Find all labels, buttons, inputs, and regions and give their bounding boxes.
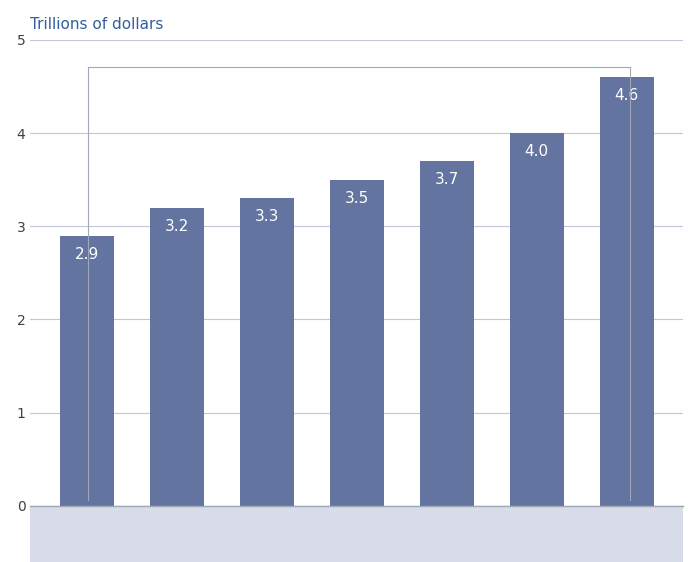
Text: 2.9: 2.9 — [75, 247, 99, 262]
Bar — [330, 180, 384, 506]
Bar — [60, 235, 114, 506]
Bar — [150, 207, 204, 506]
Bar — [510, 133, 564, 506]
Text: Trillions of dollars: Trillions of dollars — [30, 17, 164, 31]
Bar — [240, 198, 294, 506]
Text: 4.0: 4.0 — [525, 144, 549, 159]
Text: 3.5: 3.5 — [344, 191, 369, 206]
Bar — [600, 77, 654, 506]
Text: 3.3: 3.3 — [255, 210, 279, 224]
Bar — [420, 161, 474, 506]
Text: 3.7: 3.7 — [435, 172, 459, 187]
Text: 3.2: 3.2 — [165, 219, 189, 234]
Text: 4.6: 4.6 — [615, 88, 639, 103]
X-axis label: Year of projection: Year of projection — [290, 531, 424, 545]
